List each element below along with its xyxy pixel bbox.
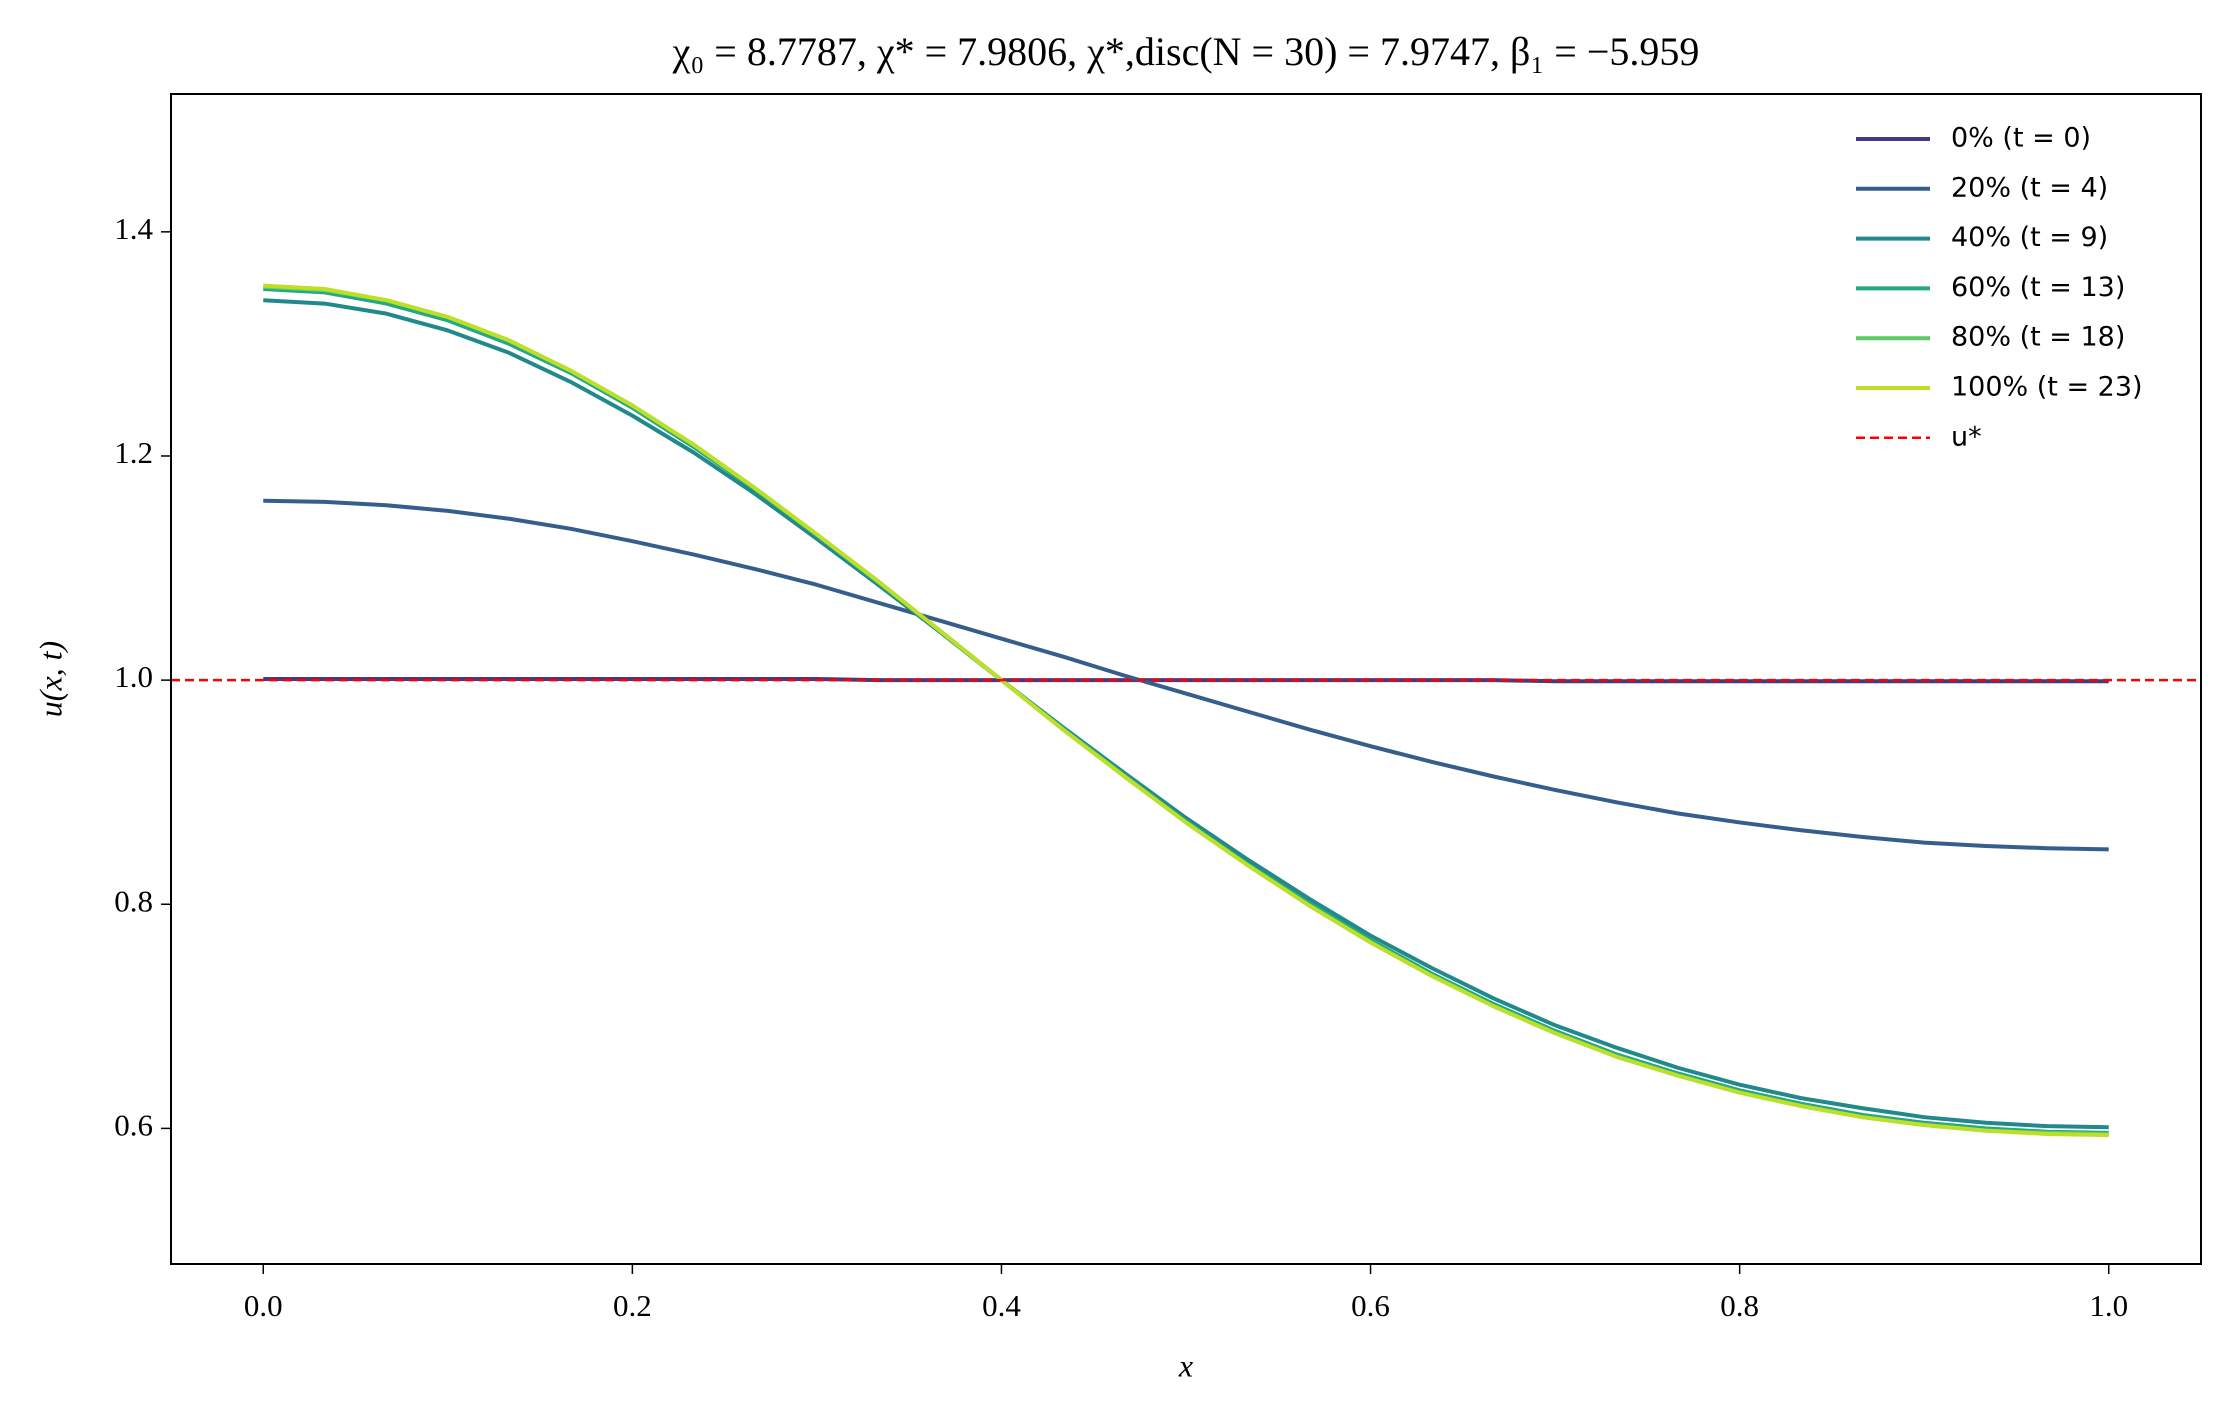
x-axis-label: x xyxy=(1178,1347,1193,1383)
legend-label: 20% (t = 4) xyxy=(1951,172,2108,203)
chart-title: χ₀ = 8.7787, χ* = 7.9806, χ*,disc(N = 30… xyxy=(672,29,1700,74)
x-tick-label: 1.0 xyxy=(2089,1288,2128,1323)
y-tick-label: 0.8 xyxy=(114,883,153,918)
series-line xyxy=(263,284,2109,1136)
series-line xyxy=(263,498,2109,852)
plot-frame xyxy=(170,93,2202,1265)
legend-label: u* xyxy=(1951,421,1982,452)
y-axis-label: u(x, t) xyxy=(32,641,68,717)
y-tick-label: 0.6 xyxy=(114,1108,153,1143)
y-tick-label: 1.2 xyxy=(114,435,153,470)
legend-label: 60% (t = 13) xyxy=(1951,272,2125,303)
legend-label: 0% (t = 0) xyxy=(1951,123,2091,154)
x-tick-label: 0.8 xyxy=(1720,1288,1759,1323)
legend-label: 80% (t = 18) xyxy=(1951,322,2125,353)
x-tick-label: 0.4 xyxy=(982,1288,1021,1323)
legend-label: 40% (t = 9) xyxy=(1951,222,2108,253)
x-tick-label: 0.6 xyxy=(1351,1288,1390,1323)
x-tick-label: 0.0 xyxy=(244,1288,283,1323)
legend-label: 100% (t = 23) xyxy=(1951,372,2143,403)
series-line xyxy=(263,283,2109,1138)
y-tick-label: 1.4 xyxy=(114,211,153,246)
series-line xyxy=(263,298,2109,1130)
x-tick-label: 0.2 xyxy=(613,1288,652,1323)
series-line xyxy=(263,287,2109,1135)
y-tick-label: 1.0 xyxy=(114,659,153,694)
